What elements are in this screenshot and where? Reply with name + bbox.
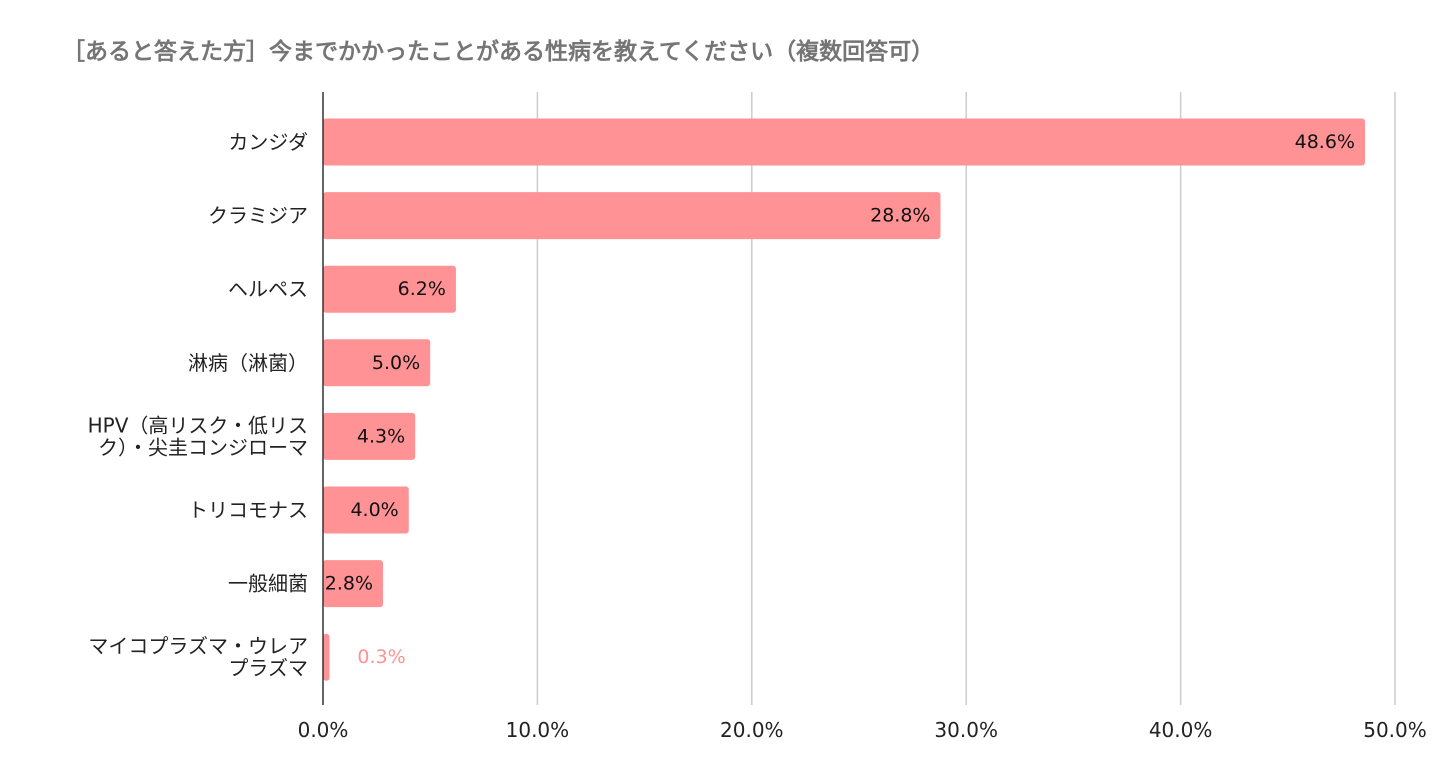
- bar: [323, 486, 409, 534]
- category-label: トリコモナス: [188, 498, 308, 522]
- category-label: ク）・尖圭コンジローマ: [98, 435, 308, 459]
- data-label: 48.6%: [1295, 131, 1355, 153]
- bars: [323, 118, 1365, 681]
- x-tick-label: 20.0%: [720, 718, 784, 742]
- data-label: 6.2%: [398, 278, 446, 300]
- bar: [323, 192, 941, 240]
- category-label: クラミジア: [208, 204, 308, 228]
- chart-title: ［あると答えた方］今までかかったことがある性病を教えてください（複数回答可）: [62, 39, 935, 65]
- x-tick-label: 30.0%: [934, 718, 998, 742]
- x-tick-label: 50.0%: [1363, 718, 1427, 742]
- x-tick-label: 40.0%: [1149, 718, 1213, 742]
- bar: [323, 560, 384, 608]
- bar: [323, 265, 456, 313]
- category-label: ヘルペス: [228, 277, 308, 301]
- category-label: カンジダ: [228, 130, 308, 154]
- category-label: 一般細菌: [228, 572, 308, 596]
- category-label: 淋病（淋菌）: [188, 351, 308, 375]
- data-label: 5.0%: [372, 352, 420, 374]
- bar: [323, 339, 431, 387]
- category-label: マイコプラズマ・ウレア: [88, 634, 308, 658]
- bar: [323, 118, 1365, 166]
- x-tick-label: 10.0%: [506, 718, 570, 742]
- data-label: 0.3%: [357, 646, 405, 668]
- category-label: HPV（高リスク・低リス: [88, 413, 308, 437]
- data-label: 4.0%: [350, 499, 398, 521]
- data-label: 2.8%: [325, 573, 373, 595]
- data-label: 4.3%: [357, 425, 405, 447]
- data-label: 28.8%: [870, 205, 930, 227]
- bar: [323, 633, 330, 681]
- bar: [323, 412, 416, 460]
- x-tick-label: 0.0%: [298, 718, 349, 742]
- category-label: プラズマ: [228, 656, 308, 680]
- grid-lines: [536, 92, 1396, 705]
- labels: 0.0% 10.0% 20.0% 30.0% 40.0% 50.0% 48.6% カンジダ 28…: [88, 130, 1427, 742]
